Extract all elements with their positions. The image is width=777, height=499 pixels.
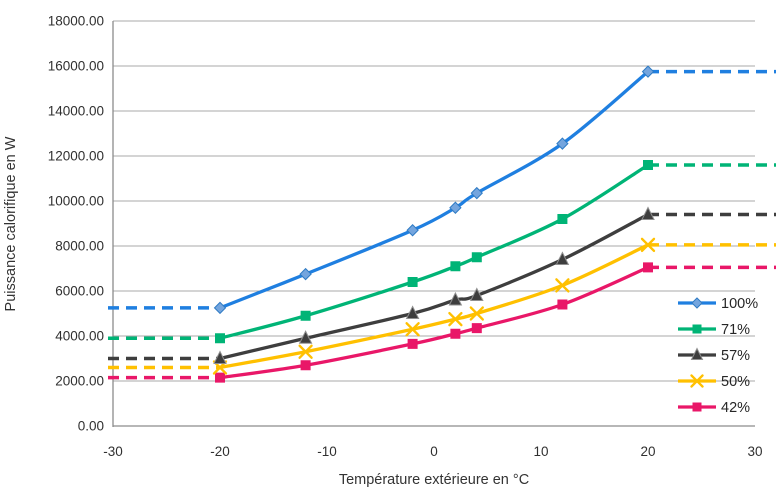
data-point-marker-triangle <box>405 305 420 319</box>
legend-label: 50% <box>721 374 750 390</box>
data-point-marker-triangle <box>298 330 313 344</box>
y-tick-label: 12000.00 <box>48 149 104 164</box>
data-point-marker-square <box>215 333 225 344</box>
data-point-marker-square <box>692 324 702 334</box>
legend: 100% 71% 57% 50% 42% <box>678 296 758 416</box>
y-tick-label: 14000.00 <box>48 104 104 119</box>
y-tick-label: 18000.00 <box>48 14 104 29</box>
data-point-marker-square <box>471 323 482 334</box>
data-point-marker-x <box>555 278 570 293</box>
legend-label: 42% <box>721 400 750 416</box>
data-point-marker-diamond <box>299 267 312 281</box>
y-tick-label: 6000.00 <box>55 284 104 299</box>
data-point-marker-diamond <box>691 297 703 309</box>
data-point-marker-square <box>450 328 461 339</box>
series-line <box>218 163 650 340</box>
x-tick-label: 0 <box>430 444 438 459</box>
legend-label: 71% <box>721 322 750 338</box>
data-point-marker-square <box>215 372 225 383</box>
y-tick-label: 16000.00 <box>48 59 104 74</box>
legend-item-50pct: 50% <box>678 374 750 390</box>
x-tick-label: 20 <box>640 444 655 459</box>
data-point-marker-square <box>407 277 418 287</box>
data-point-marker-square <box>643 160 653 170</box>
series-100pct <box>108 65 776 315</box>
x-tick-label: 10 <box>533 444 548 459</box>
data-point-marker-triangle <box>213 350 227 364</box>
gridlines-group <box>113 20 755 382</box>
data-point-marker-square <box>643 262 653 273</box>
data-point-marker-square <box>692 402 702 412</box>
tick-labels-group: 0.00 2000.00 4000.00 6000.00 8000.00 10000.00… <box>48 14 763 460</box>
data-point-marker-diamond <box>556 137 569 150</box>
data-point-marker-diamond <box>470 186 484 200</box>
series-71pct <box>108 160 776 344</box>
data-point-marker-square <box>471 252 482 263</box>
data-point-marker-triangle <box>469 287 484 301</box>
x-tick-label: 30 <box>747 444 762 459</box>
y-tick-label: 8000.00 <box>55 239 104 254</box>
data-point-marker-diamond <box>406 224 419 237</box>
data-point-marker-triangle <box>641 206 655 220</box>
data-point-marker-diamond <box>449 201 462 214</box>
data-point-marker-triangle <box>690 347 704 360</box>
y-tick-label: 10000.00 <box>48 194 104 209</box>
data-point-marker-x <box>640 237 656 253</box>
y-tick-label: 0.00 <box>78 419 104 434</box>
data-point-marker-diamond <box>641 65 655 78</box>
y-tick-label: 2000.00 <box>55 374 104 389</box>
series-50pct <box>108 237 776 375</box>
y-tick-label: 4000.00 <box>55 329 104 344</box>
x-tick-label: -10 <box>317 444 337 459</box>
x-tick-label: -30 <box>103 444 123 459</box>
data-point-marker-square <box>557 299 568 310</box>
series-line <box>218 69 650 310</box>
series-group <box>108 65 776 383</box>
data-point-marker-square <box>407 338 418 349</box>
data-point-marker-triangle <box>448 291 463 306</box>
x-axis-title: Température extérieure en °C <box>339 472 529 488</box>
x-tick-label: -20 <box>210 444 230 459</box>
legend-label: 57% <box>721 348 750 364</box>
data-point-marker-x <box>690 374 704 388</box>
legend-item-100pct: 100% <box>678 296 758 312</box>
data-point-marker-x <box>469 306 484 321</box>
data-point-marker-square <box>300 360 311 371</box>
axes-group <box>112 21 755 427</box>
data-point-marker-square <box>450 261 461 272</box>
data-point-marker-diamond <box>213 301 227 315</box>
y-axis-title: Puissance calorifique en W <box>3 136 19 311</box>
data-point-marker-square <box>557 214 568 224</box>
data-point-marker-x <box>448 311 463 327</box>
legend-item-71pct: 71% <box>678 322 750 338</box>
legend-item-42pct: 42% <box>678 400 750 416</box>
legend-label: 100% <box>721 296 758 312</box>
data-point-marker-x <box>298 344 313 359</box>
legend-item-57pct: 57% <box>678 347 750 364</box>
series-42pct <box>108 262 776 383</box>
data-point-marker-square <box>300 310 311 321</box>
series-57pct <box>108 206 776 364</box>
data-point-marker-x <box>405 322 420 337</box>
data-point-marker-triangle <box>555 251 570 265</box>
series-line <box>218 212 650 361</box>
